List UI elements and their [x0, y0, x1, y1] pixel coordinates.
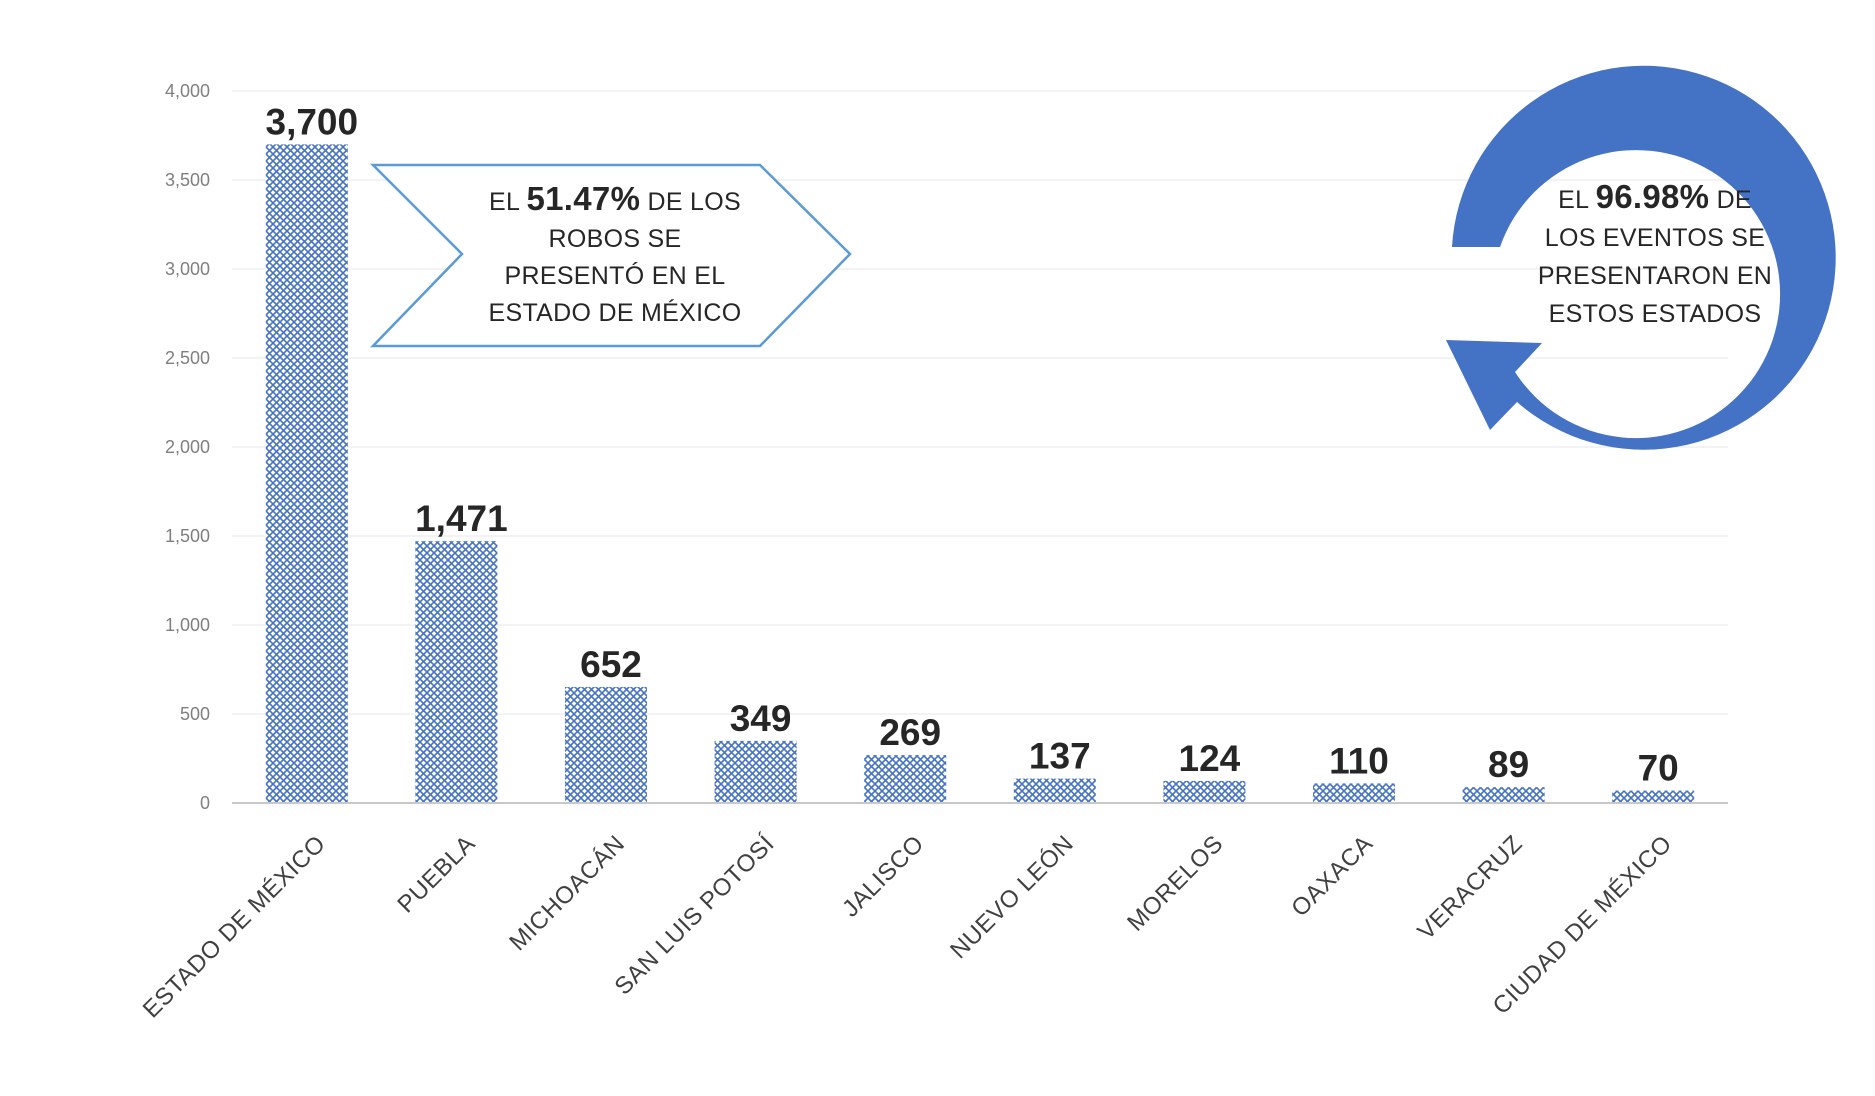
y-tick-label: 2,000: [165, 437, 210, 457]
data-label: 89: [1488, 744, 1529, 785]
callout-left-line4: ESTADO DE MÉXICO: [488, 299, 742, 327]
callout-left-percentage: 51.47%: [526, 180, 641, 217]
callout-arrow-shape: [369, 163, 852, 348]
x-category-label: VERACRUZ: [1413, 830, 1528, 945]
bar: [415, 541, 498, 803]
data-label: 110: [1329, 740, 1389, 781]
callout-right-line4: ESTOS ESTADOS: [1548, 300, 1762, 328]
y-tick-label: 2,500: [165, 348, 210, 368]
x-category-label: NUEVO LEÓN: [945, 830, 1079, 964]
data-label: 124: [1179, 738, 1241, 779]
y-tick-label: 500: [180, 704, 210, 724]
callout-right-suffix: DE: [1709, 186, 1752, 214]
bars: [265, 144, 1695, 803]
y-tick-label: 1,500: [165, 526, 210, 546]
x-category-label: PUEBLA: [392, 830, 480, 918]
bar: [1612, 790, 1695, 803]
bar: [1163, 780, 1246, 803]
x-category-label: MICHOACÁN: [504, 830, 630, 956]
callout-left-line3: PRESENTÓ EN EL: [504, 262, 726, 290]
data-label: 70: [1638, 748, 1679, 789]
data-label: 3,700: [266, 101, 359, 142]
callout-right-text: EL 96.98% DE LOS EVENTOS SE PRESENTARON …: [1505, 178, 1805, 333]
callout-right-line3: PRESENTARON EN: [1537, 262, 1773, 290]
y-axis-tick-labels: 0 500 1,000 1,500 2,000 2,500 3,000 3,500 4,000: [165, 81, 210, 813]
data-label: 349: [730, 698, 792, 739]
callout-left-prefix: EL: [489, 188, 527, 216]
bar: [1462, 787, 1545, 803]
y-tick-label: 4,000: [165, 81, 210, 101]
callout-right-percentage: 96.98%: [1595, 178, 1710, 215]
cycle-arrow-icon: [1446, 65, 1836, 450]
bar: [864, 755, 947, 803]
bar: [1013, 778, 1096, 803]
callout-right-line2: LOS EVENTOS SE: [1544, 224, 1766, 252]
x-category-label: MORELOS: [1122, 830, 1228, 936]
y-tick-label: 0: [200, 793, 210, 813]
data-label: 652: [580, 644, 642, 685]
callout-left-text: EL 51.47% DE LOS ROBOS SE PRESENTÓ EN EL…: [460, 180, 770, 332]
y-tick-label: 1,000: [165, 615, 210, 635]
callout-right-prefix: EL: [1558, 186, 1596, 214]
bar: [1313, 783, 1395, 803]
callout-left-suffix: DE LOS: [640, 188, 741, 216]
x-category-label: JALISCO: [837, 830, 929, 922]
bar: [265, 144, 348, 803]
x-category-label: ESTADO DE MÉXICO: [138, 830, 331, 1023]
y-tick-label: 3,500: [165, 170, 210, 190]
x-category-label: OAXACA: [1286, 830, 1378, 922]
data-label: 269: [879, 712, 941, 753]
y-tick-label: 3,000: [165, 259, 210, 279]
callout-left-line2: ROBOS SE: [548, 225, 682, 253]
data-label: 1,471: [415, 498, 508, 539]
x-category-label: SAN LUIS POTOSÍ: [610, 830, 780, 1000]
bar: [714, 740, 797, 803]
data-label: 137: [1029, 736, 1091, 777]
bar: [565, 686, 647, 803]
data-labels: 3,700 1,471 652 349 269 137 124 110 89 70: [266, 101, 1679, 788]
